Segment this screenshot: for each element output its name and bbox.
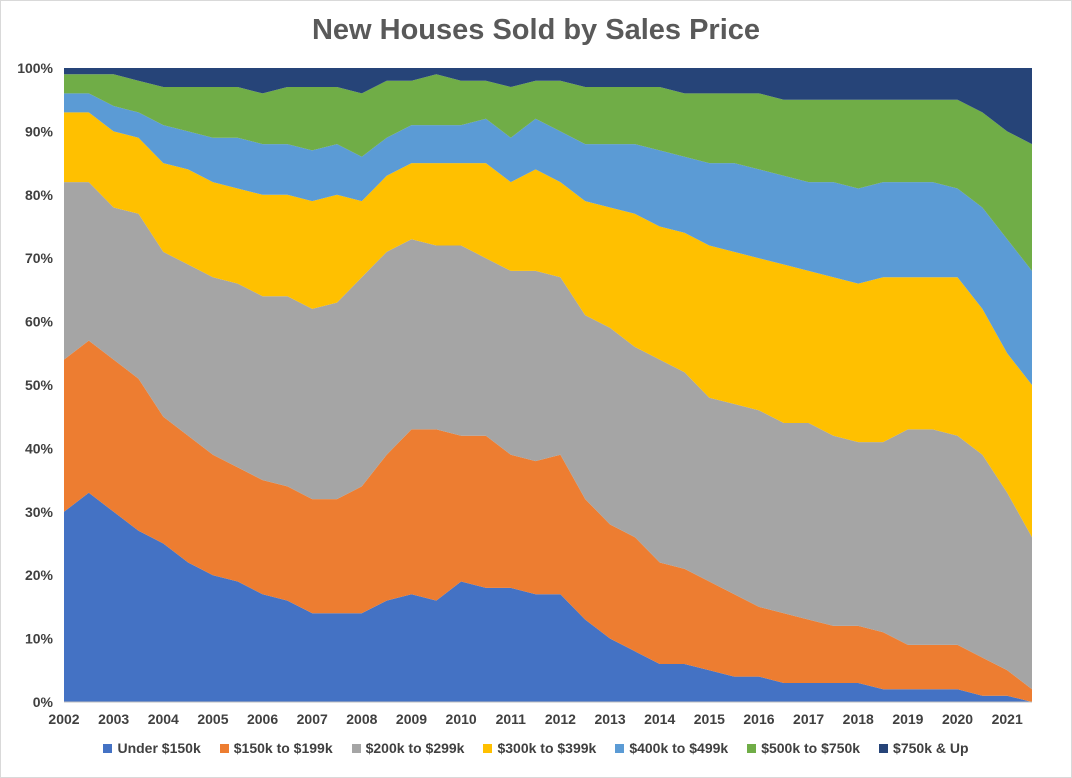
area-150k-to-199k xyxy=(64,340,1032,702)
x-tick-label: 2014 xyxy=(644,711,675,727)
legend-label: $500k to $750k xyxy=(761,740,861,756)
legend-swatch xyxy=(219,743,229,753)
x-tick-label: 2016 xyxy=(743,711,774,727)
area-under-150k xyxy=(64,492,1032,702)
legend-swatch xyxy=(483,743,493,753)
x-tick-label: 2020 xyxy=(942,711,973,727)
area-500k-to-750k xyxy=(64,74,1032,271)
x-tick-label: 2013 xyxy=(594,711,625,727)
chart-title: New Houses Sold by Sales Price xyxy=(311,14,761,46)
legend-item: $750k & Up xyxy=(879,740,969,756)
legend-label: $150k to $199k xyxy=(233,740,333,756)
y-tick-label: 20% xyxy=(25,567,54,583)
legend-item: $500k to $750k xyxy=(747,740,860,756)
legend-item: $400k to $499k xyxy=(615,740,728,756)
x-axis-ticks: 2002 2003 2004 2005 2006 2007 2008 2009 2010 2011… xyxy=(48,711,1023,727)
y-axis-ticks: 0% 10% 20% 30% 40% 50% 60% 70% 80% 90% 100% xyxy=(17,60,53,710)
area-400k-to-499k xyxy=(64,93,1032,386)
x-tick-label: 2006 xyxy=(247,711,278,727)
legend-swatch xyxy=(747,743,757,753)
y-tick-label: 50% xyxy=(25,377,54,393)
y-tick-label: 60% xyxy=(25,314,54,330)
x-tick-label: 2002 xyxy=(48,711,79,727)
legend-item: $200k to $299k xyxy=(351,740,465,756)
x-tick-label: 2018 xyxy=(843,711,874,727)
area-750k-up xyxy=(64,68,1032,145)
legend-swatch xyxy=(615,743,625,753)
area-200k-to-299k xyxy=(64,182,1032,690)
x-tick-label: 2012 xyxy=(545,711,576,727)
legend-swatch xyxy=(103,743,113,753)
x-tick-label: 2019 xyxy=(892,711,923,727)
chart-plot: 0%10%20%30%40%50%60%70%80%90%100% 2002 20… xyxy=(17,60,1032,727)
x-tick-label: 2007 xyxy=(297,711,328,727)
x-tick-label: 2021 xyxy=(992,711,1023,727)
y-tick-label: 100% xyxy=(17,60,53,76)
legend-item: $150k to $199k xyxy=(219,740,333,756)
x-tick-label: 2010 xyxy=(446,711,477,727)
x-tick-label: 2011 xyxy=(496,711,527,727)
x-tick-label: 2017 xyxy=(793,711,824,727)
area-series-group xyxy=(64,68,1032,702)
x-tick-label: 2004 xyxy=(148,711,179,727)
x-tick-label: 2015 xyxy=(694,711,725,727)
legend-item: $300k to $399k xyxy=(483,740,596,756)
chart-legend: Under $150k $150k to $199k $200k to $299k $… xyxy=(0,740,1072,756)
legend-label: $400k to $499k xyxy=(629,740,729,756)
y-tick-label: 0% xyxy=(33,694,54,710)
legend-swatch xyxy=(879,743,889,753)
y-tick-label: 30% xyxy=(25,504,54,520)
y-tick-label: 10% xyxy=(25,631,54,647)
legend-label: $200k to $299k xyxy=(365,740,465,756)
x-tick-label: 2008 xyxy=(346,711,377,727)
y-tick-label: 80% xyxy=(25,187,54,203)
legend-swatch xyxy=(351,743,361,753)
x-tick-label: 2009 xyxy=(396,711,427,727)
legend-label: $750k & Up xyxy=(893,740,969,756)
area-300k-to-399k xyxy=(64,112,1032,538)
y-tick-label: 70% xyxy=(25,250,54,266)
y-tick-label: 90% xyxy=(25,123,54,139)
legend-item: Under $150k xyxy=(103,740,201,756)
x-tick-label: 2003 xyxy=(98,711,129,727)
legend-label: $300k to $399k xyxy=(497,740,597,756)
y-tick-label: 40% xyxy=(25,440,54,456)
legend-label: Under $150k xyxy=(117,740,201,756)
x-tick-label: 2005 xyxy=(197,711,228,727)
